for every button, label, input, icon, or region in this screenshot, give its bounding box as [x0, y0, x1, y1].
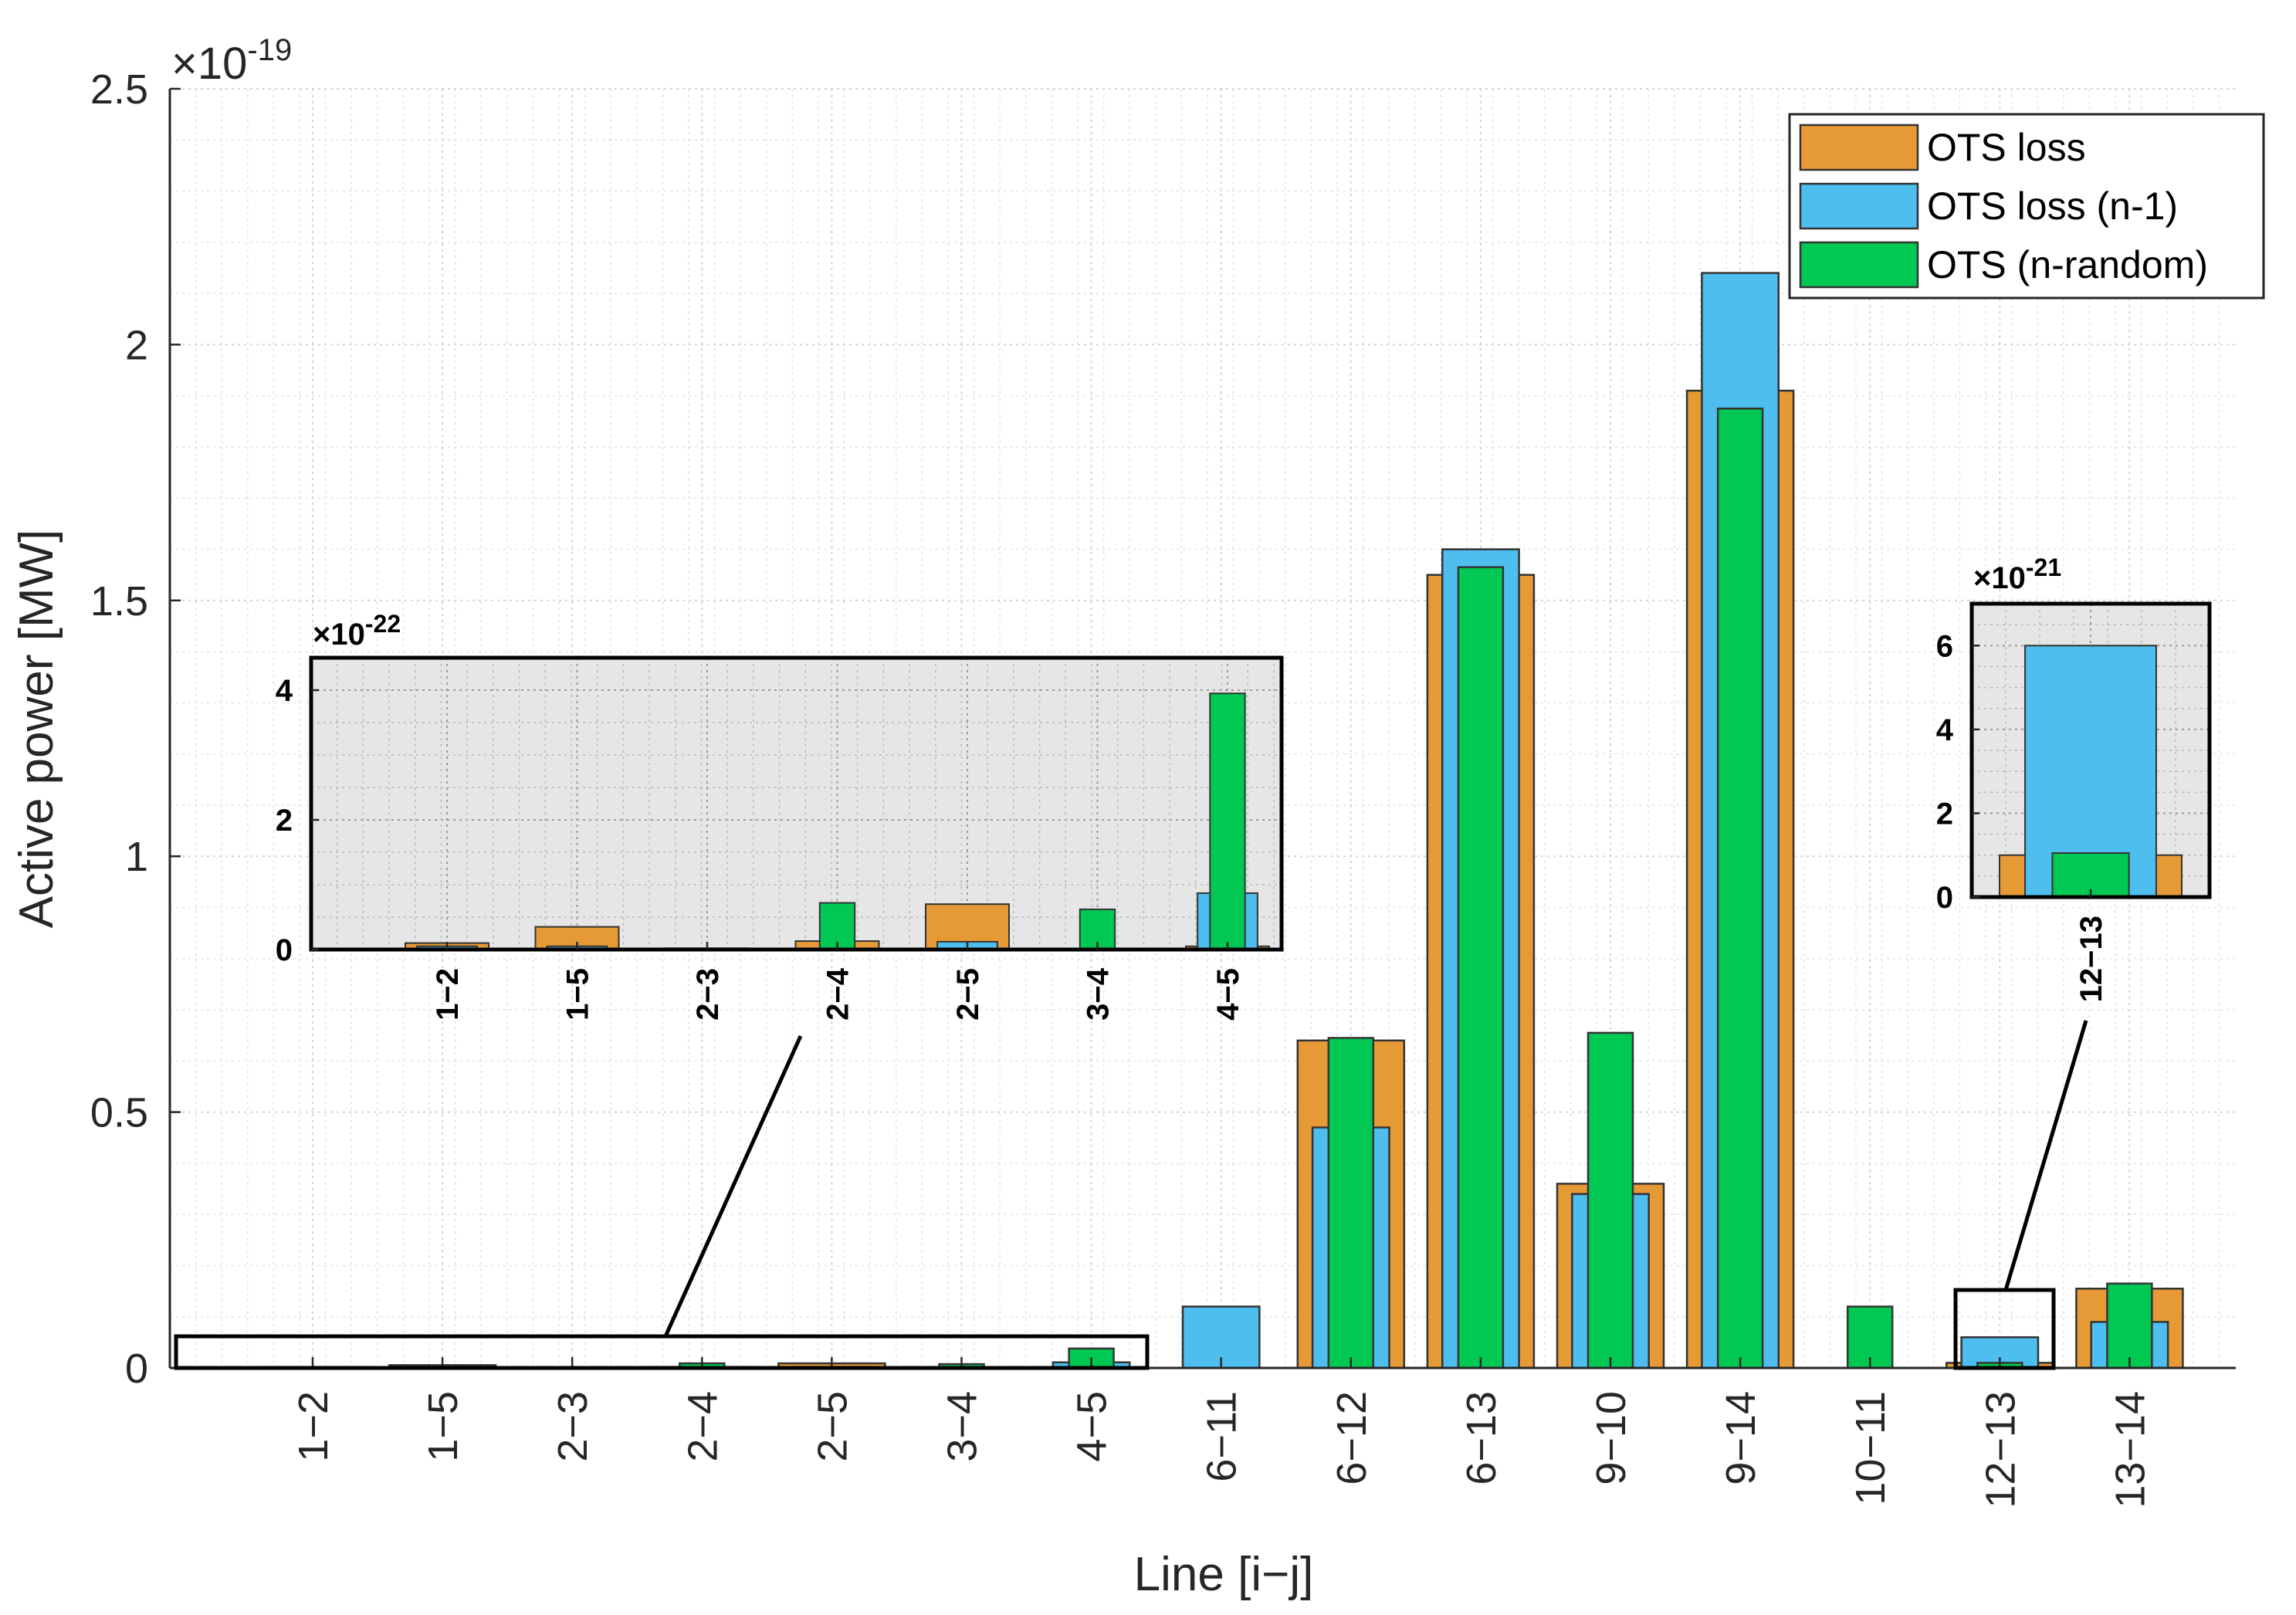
x-tick-label: 2−3 — [550, 1391, 596, 1462]
x-tick-label: 12−13 — [1977, 1391, 2023, 1508]
x-tick-label: 4−5 — [1069, 1391, 1116, 1462]
inset-low-lines-background — [311, 658, 1282, 950]
inset-12-13-exponent: ×10-21 — [1973, 554, 2061, 595]
bar-ots-n-random-14 — [2106, 1282, 2153, 1370]
y-tick-label: 2 — [125, 322, 148, 368]
x-tick-label: 9−14 — [1718, 1391, 1764, 1485]
legend-swatch — [1799, 241, 1919, 289]
zoom-connector-low-lines — [663, 1034, 803, 1338]
x-tick-label: 9−10 — [1588, 1391, 1634, 1485]
main-bars — [258, 272, 2184, 1370]
y-axis-label: Active power [MW] — [10, 530, 63, 929]
bar-ots-loss-n-1-7 — [1181, 1305, 1261, 1370]
zoom-box-12-13 — [1953, 1288, 2056, 1370]
x-tick-label: 1−5 — [420, 1391, 466, 1462]
legend-label: OTS loss — [1927, 126, 2086, 169]
legend-swatch — [1799, 182, 1919, 230]
legend-swatch — [1799, 124, 1919, 171]
inset-low-lines-x-ticks: 1−2 1−5 2−3 2−4 2−5 3−4 4−5 — [431, 942, 1245, 1021]
x-tick-label: 3−4 — [1082, 967, 1116, 1021]
bar-ots-n-random-3 — [818, 902, 856, 951]
x-tick-label: 2−3 — [691, 968, 725, 1021]
legend: OTS loss OTS loss (n-1) OTS (n-random) — [1788, 113, 2265, 300]
bar-ots-n-random-9 — [1457, 566, 1505, 1370]
x-tick-label: 6−13 — [1458, 1391, 1505, 1485]
x-axis-label: Line [i−j] — [1134, 1548, 1314, 1601]
x-tick-label: 4−5 — [1211, 968, 1245, 1021]
inset-low-lines-exponent: ×10-22 — [313, 610, 401, 652]
zoom-connector-12-13 — [2003, 1020, 2088, 1291]
x-tick-label: 2−4 — [679, 1391, 726, 1462]
y-tick-label: 4 — [1936, 713, 1954, 747]
main-y-ticks: 0 0.5 1 1.5 2 2.5 — [90, 66, 181, 1392]
y-tick-label: 2.5 — [90, 66, 148, 113]
bar-ots-n-random-11 — [1716, 408, 1764, 1370]
y-tick-label: 1.5 — [90, 578, 148, 625]
inset-12-13-bars — [1999, 645, 2183, 898]
y-tick-label: 4 — [276, 674, 293, 708]
x-tick-label: 1−2 — [290, 1391, 337, 1462]
inset-low-lines-y-ticks: 0 2 4 — [276, 674, 319, 967]
inset-12-13-y-ticks: 0 2 4 6 — [1936, 629, 1979, 915]
y-tick-label: 0.5 — [90, 1090, 148, 1136]
x-tick-label: 12−13 — [2074, 916, 2108, 1002]
y-tick-label: 0 — [276, 933, 293, 967]
x-tick-label: 6−11 — [1199, 1391, 1245, 1482]
x-tick-label: 6−12 — [1329, 1391, 1375, 1485]
zoom-box-low-lines — [174, 1334, 1150, 1370]
inset-low-lines-frame — [309, 655, 1284, 952]
y-tick-label: 1 — [125, 834, 148, 880]
x-tick-label: 2−5 — [809, 1391, 855, 1462]
y-tick-label: 0 — [125, 1346, 148, 1392]
x-tick-label: 13−14 — [2107, 1391, 2153, 1508]
legend-label: OTS loss (n-1) — [1927, 185, 2178, 228]
x-tick-label: 10−11 — [1847, 1391, 1894, 1505]
legend-label: OTS (n-random) — [1927, 243, 2208, 286]
y-tick-label: 6 — [1936, 629, 1953, 663]
main-x-ticks: 1−2 1−5 2−3 2−4 2−5 3−4 4−5 6−11 6−12 6−13 9−10 9−1… — [290, 1357, 2153, 1508]
x-tick-label: 3−4 — [940, 1391, 986, 1462]
inset-low-lines: 0 2 4 1−2 1−5 2−3 2−4 2−5 3−4 4−5 ×10-22 — [276, 610, 1284, 1021]
bar-ots-n-random-6 — [1209, 692, 1246, 950]
x-tick-label: 1−2 — [431, 968, 465, 1021]
y-tick-label: 2 — [1936, 797, 1953, 831]
x-tick-label: 1−5 — [561, 968, 595, 1021]
inset-12-13-x-ticks: 12−13 — [2074, 889, 2108, 1002]
bar-ots-loss-n-1-0 — [2024, 645, 2157, 898]
bar-ots-n-random-10 — [1587, 1031, 1634, 1370]
inset-12-13: 0 2 4 6 12−13 ×10-21 — [1936, 554, 2212, 1002]
x-tick-label: 2−4 — [821, 967, 855, 1021]
bar-ots-n-random-8 — [1327, 1037, 1375, 1370]
inset-low-lines-grid — [311, 657, 1282, 950]
y-tick-label: 2 — [276, 804, 293, 838]
zoom-indicators — [174, 1020, 2088, 1370]
x-tick-label: 2−5 — [951, 968, 985, 1021]
y-tick-label: 0 — [1936, 881, 1953, 915]
y-exponent-label: ×10-19 — [171, 33, 292, 89]
